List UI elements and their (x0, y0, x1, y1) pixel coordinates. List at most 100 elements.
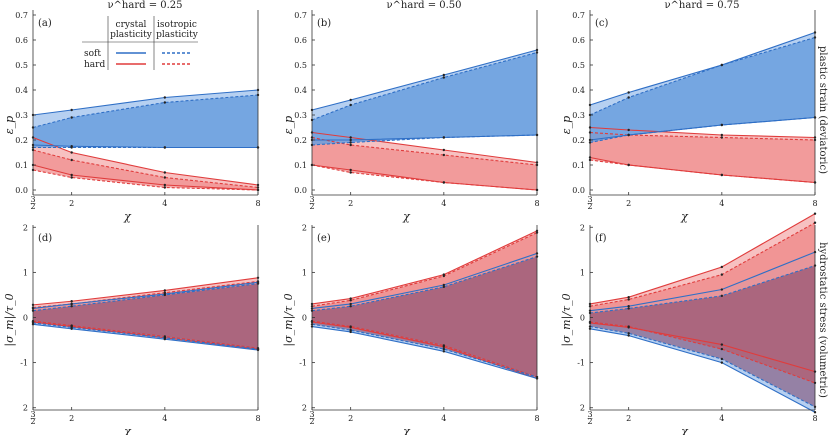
y-axis-label: ε_p (560, 116, 573, 134)
hard-crystal-upper-line (311, 230, 538, 305)
y-tick-label: 0.0 (572, 186, 585, 195)
x-tick-label: 8 (534, 199, 539, 208)
legend-row-soft: soft (84, 49, 101, 59)
hard-isotropic-lower-line-marker (70, 176, 73, 179)
hard-crystal-upper-line-marker (813, 212, 817, 215)
y-tick-label: 0.6 (294, 36, 307, 45)
hard-isotropic-band (33, 150, 258, 190)
hard-isotropic-upper-line (311, 232, 538, 307)
hard-crystal-lower-line-marker (349, 168, 352, 172)
hard-crystal-upper-line (311, 131, 538, 164)
legend-col-header: plasticity (156, 30, 199, 40)
x-tick-label: 8 (255, 199, 260, 208)
x-tick-label: 4 (162, 414, 167, 423)
y-tick-label: 2 (23, 404, 28, 413)
y-tick-label: 1 (23, 268, 28, 277)
y-tick-label: 0.6 (572, 36, 585, 45)
hard-isotropic-lower-line (311, 320, 538, 378)
y-tick-label: 0.1 (294, 161, 307, 170)
hard-isotropic-upper-line (589, 222, 816, 307)
x-tick-label: 2 (69, 414, 74, 423)
legend-box (78, 14, 200, 72)
y-axis-label: |σ_m|/τ_0 (282, 293, 296, 346)
row-title-bottom: hydrostatic stress (volumetric) (817, 242, 828, 398)
hard-isotropic-upper-line (32, 149, 259, 189)
soft-isotropic-lower-line-marker (349, 328, 352, 332)
hard-crystal-upper-line (589, 213, 816, 305)
soft-crystal-lower-line-marker (349, 330, 352, 334)
soft-crystal-lower-line-marker (813, 411, 817, 414)
row-title-top: plastic strain (deviatoric) (817, 46, 828, 174)
soft-isotropic-band (312, 256, 537, 378)
soft-isotropic-upper-line (32, 94, 259, 129)
soft-crystal-upper-line-marker (349, 302, 352, 306)
hard-crystal-upper-line-marker (70, 300, 73, 303)
soft-isotropic-lower-line-marker (163, 146, 167, 149)
hard-crystal-upper-line-marker (349, 297, 352, 300)
hard-isotropic-upper-line (589, 131, 816, 141)
soft-crystal-upper-line-marker (349, 98, 352, 102)
y-tick-label: -1 (299, 359, 307, 368)
hard-crystal-upper-line-marker (163, 171, 167, 174)
hard-crystal-lower-line-marker (720, 343, 724, 346)
soft-crystal-upper-line-marker (720, 288, 724, 291)
x-axis-label: χ (402, 210, 411, 223)
panel-label: (e) (317, 233, 331, 244)
column-title: ν^hard = 0.50 (386, 0, 461, 11)
legend-row-hard: hard (84, 60, 105, 70)
hard-isotropic-lower-line-marker (627, 163, 630, 167)
hard-isotropic-lower-line-marker (442, 344, 446, 347)
y-tick-label: 0.5 (15, 61, 28, 70)
soft-isotropic-upper-line-marker (349, 305, 352, 308)
soft-isotropic-upper-line (311, 256, 538, 312)
x-tick-label-den: 2 (587, 202, 592, 211)
y-tick-label: 0.0 (15, 186, 28, 195)
x-tick-label-den: 2 (30, 417, 35, 426)
soft-crystal-upper-line-marker (627, 305, 630, 308)
y-tick-label: 2 (580, 223, 585, 232)
x-tick-label-num: 3 (587, 410, 592, 419)
soft-isotropic-lower-line (32, 322, 259, 350)
soft-crystal-lower-line (312, 134, 538, 141)
soft-isotropic-lower-line (311, 323, 538, 378)
hard-isotropic-upper-line-marker (442, 153, 446, 157)
hard-isotropic-upper-line-marker (349, 299, 352, 302)
x-tick-label: 2 (626, 199, 631, 208)
panel-label: (b) (317, 18, 331, 29)
soft-crystal-upper-line (589, 31, 816, 106)
soft-crystal-lower-line (32, 323, 259, 351)
soft-isotropic-band (33, 283, 258, 350)
soft-isotropic-upper-line (32, 283, 259, 312)
panel-b: 0.00.10.20.30.40.50.60.732 2 4 8χε_p(b) (282, 10, 540, 223)
hard-isotropic-upper-line-marker (720, 273, 724, 276)
hard-isotropic-lower-line (311, 164, 538, 191)
hard-crystal-lower-line (32, 164, 259, 191)
hard-crystal-upper-line-marker (70, 151, 73, 154)
y-tick-label: 0.4 (294, 86, 307, 95)
y-tick-label: 0.2 (294, 136, 307, 145)
y-tick-label: 2 (302, 223, 307, 232)
panel-a: 0.00.10.20.30.40.50.60.732 2 4 8χε_p(a) (3, 10, 261, 223)
hard-crystal-lower-line-marker (70, 173, 73, 177)
hard-crystal-upper-line-marker (442, 148, 446, 152)
soft-isotropic-upper-line-marker (720, 63, 724, 67)
soft-crystal-upper-line-marker (442, 283, 446, 287)
hard-crystal-upper-line (32, 277, 259, 306)
y-tick-label: 0.6 (15, 36, 28, 45)
soft-crystal-lower-line (311, 325, 538, 379)
hard-isotropic-band (312, 137, 537, 190)
y-axis-label: |σ_m|/τ_0 (560, 293, 574, 346)
soft-isotropic-upper-line-marker (720, 294, 724, 298)
x-tick-label-num: 3 (30, 410, 35, 419)
x-tick-label: 4 (441, 414, 446, 423)
y-tick-label: 0.1 (15, 161, 28, 170)
soft-crystal-lower-line-marker (720, 361, 724, 364)
x-tick-label: 8 (255, 414, 260, 423)
soft-isotropic-upper-line-marker (442, 76, 446, 79)
x-tick-label-den: 2 (587, 417, 592, 426)
soft-isotropic-upper-line-marker (70, 305, 73, 308)
y-tick-label: 0 (302, 314, 307, 323)
hard-isotropic-upper-line (311, 136, 538, 166)
